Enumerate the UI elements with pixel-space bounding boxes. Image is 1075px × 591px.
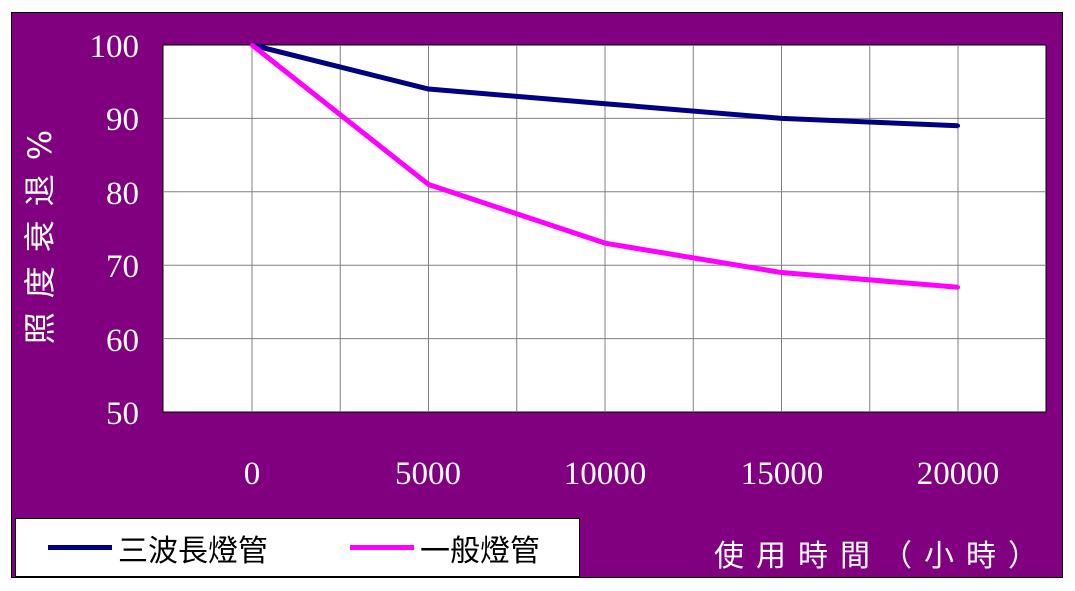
legend-item-series-1: 三波長燈管 [48,519,268,576]
x-tick-label: 0 [244,456,261,492]
legend-item-series-2: 一般燈管 [350,519,540,576]
x-axis-label: 使用時間（小時） [714,539,1050,574]
x-tick-label: 15000 [741,456,824,492]
y-tick-label: 70 [106,249,139,285]
grid-lines [163,45,1046,412]
data-point [779,116,784,121]
y-tick-label: 60 [106,323,139,359]
y-tick-label: 80 [106,176,139,212]
legend-label: 三波長燈管 [118,533,268,569]
y-tick-label: 100 [90,29,140,65]
x-tick-label: 5000 [395,456,461,492]
y-axis-ticks: 100 90 80 70 60 50 [90,29,140,432]
data-point [250,43,254,47]
data-point [426,87,431,92]
legend-label: 一般燈管 [420,533,540,569]
data-point [956,285,960,290]
data-point [603,101,607,106]
y-tick-label: 90 [106,102,139,138]
y-tick-label: 50 [106,396,139,432]
series-lines [250,42,960,290]
x-tick-label: 10000 [564,456,647,492]
data-point [956,123,960,128]
legend-swatch-magenta [350,545,414,550]
legend-swatch-navy [48,545,112,550]
legend: 三波長燈管 一般燈管 [15,518,580,577]
x-axis-ticks: 0 5000 10000 15000 20000 [244,456,1000,492]
y-axis-label: 照度衰退% [21,116,59,344]
data-point [426,182,431,187]
data-point [603,241,607,246]
x-tick-label: 20000 [917,456,1000,492]
data-point [779,270,784,275]
